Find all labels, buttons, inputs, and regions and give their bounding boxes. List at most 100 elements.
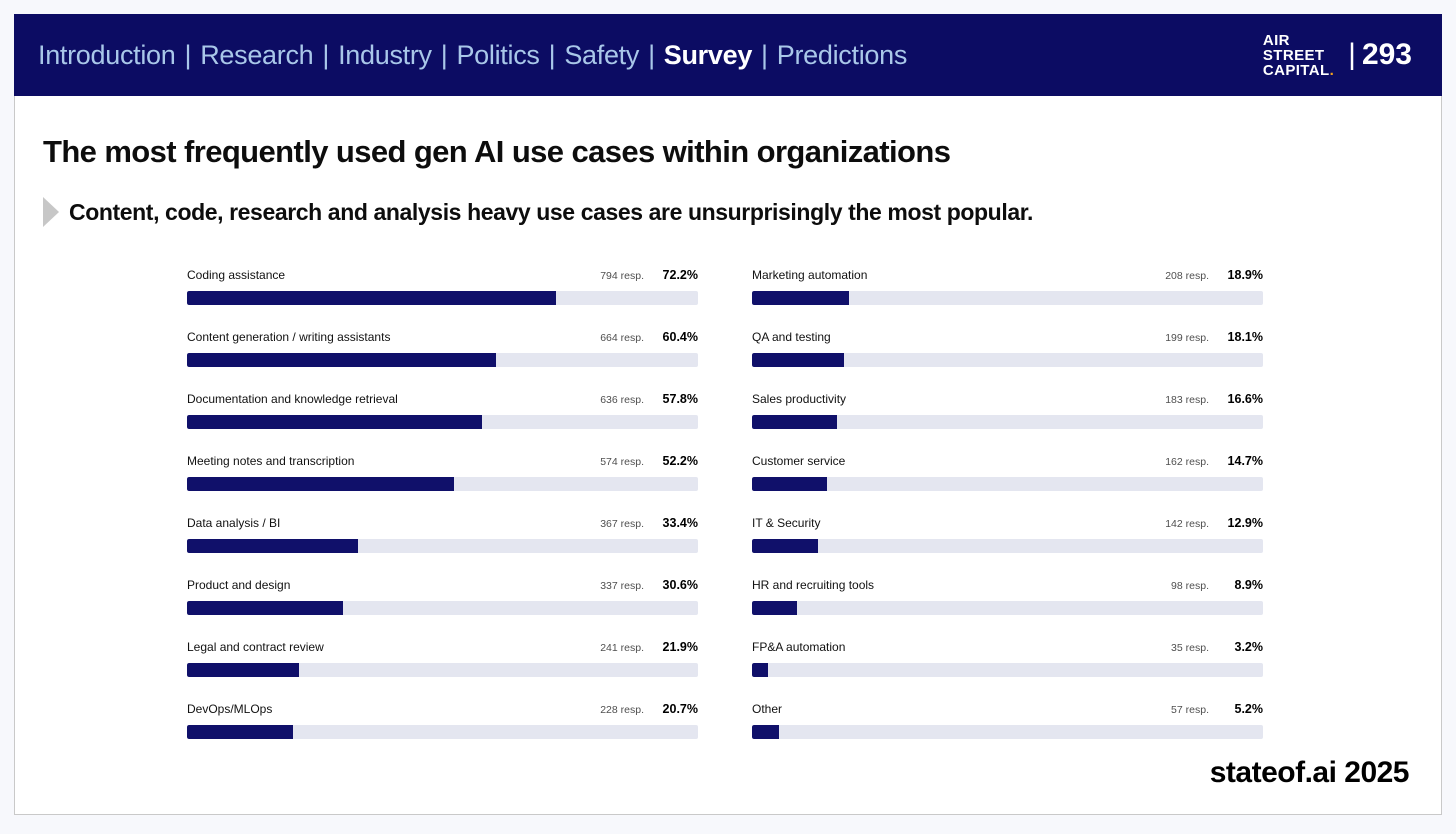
bar-values: 241 resp. 21.9%	[600, 638, 698, 657]
bar-row: Product and design 337 resp. 30.6%	[187, 576, 698, 615]
respondent-count: 142 resp.	[1165, 518, 1209, 530]
bar-percent: 18.1%	[1227, 330, 1263, 344]
bar-values: 98 resp. 8.9%	[1171, 576, 1263, 595]
bar-track	[752, 601, 1263, 615]
bar-values: 574 resp. 52.2%	[600, 452, 698, 471]
bar-row-header: Data analysis / BI 367 resp. 33.4%	[187, 514, 698, 533]
bar-percent: 3.2%	[1234, 640, 1264, 654]
bar-chart: Coding assistance 794 resp. 72.2% Conten…	[187, 266, 1263, 762]
chart-column-2: Marketing automation 208 resp. 18.9% QA …	[752, 266, 1263, 762]
bar-values: 337 resp. 30.6%	[600, 576, 698, 595]
bar-row-header: Content generation / writing assistants …	[187, 328, 698, 347]
bar-values: 183 resp. 16.6%	[1165, 390, 1263, 409]
bar-row-header: IT & Security 142 resp. 12.9%	[752, 514, 1263, 533]
bar-values: 35 resp. 3.2%	[1171, 638, 1263, 657]
bar-row-header: QA and testing 199 resp. 18.1%	[752, 328, 1263, 347]
chart-column-1: Coding assistance 794 resp. 72.2% Conten…	[187, 266, 698, 762]
bar-track	[187, 725, 698, 739]
nav-separator: |	[440, 39, 448, 70]
nav-separator: |	[322, 39, 330, 70]
nav-item-predictions[interactable]: Predictions	[776, 39, 908, 70]
bar-track	[187, 539, 698, 553]
respondent-count: 199 resp.	[1165, 332, 1209, 344]
bar-track	[752, 477, 1263, 491]
bar-values: 664 resp. 60.4%	[600, 328, 698, 347]
bar-percent: 18.9%	[1227, 268, 1263, 282]
bar-row: FP&A automation 35 resp. 3.2%	[752, 638, 1263, 677]
respondent-count: 367 resp.	[600, 518, 644, 530]
bar-label: Legal and contract review	[187, 640, 324, 654]
bar-fill	[752, 477, 828, 491]
respondent-count: 574 resp.	[600, 456, 644, 468]
bar-label: Content generation / writing assistants	[187, 330, 391, 344]
bar-track	[752, 353, 1263, 367]
bar-track	[187, 601, 698, 615]
bar-percent: 72.2%	[662, 268, 698, 282]
bar-values: 199 resp. 18.1%	[1165, 328, 1263, 347]
subtitle: Content, code, research and analysis hea…	[69, 198, 1033, 225]
page-title: The most frequently used gen AI use case…	[43, 134, 951, 169]
nav-separator: |	[548, 39, 556, 70]
bar-fill	[187, 663, 299, 677]
bar-row-header: Customer service 162 resp. 14.7%	[752, 452, 1263, 471]
bar-label: Marketing automation	[752, 268, 868, 282]
bar-label: DevOps/MLOps	[187, 702, 273, 716]
respondent-count: 98 resp.	[1171, 580, 1209, 592]
bar-values: 228 resp. 20.7%	[600, 700, 698, 719]
nav-separator: |	[761, 39, 768, 70]
nav-separator: |	[184, 39, 192, 70]
page-number-pipe: |	[1348, 38, 1356, 71]
nav-item-politics[interactable]: Politics	[456, 39, 540, 70]
bar-row: Marketing automation 208 resp. 18.9%	[752, 266, 1263, 305]
bar-percent: 57.8%	[662, 392, 698, 406]
bar-row-header: FP&A automation 35 resp. 3.2%	[752, 638, 1263, 657]
bar-row: Meeting notes and transcription 574 resp…	[187, 452, 698, 491]
nav-item-safety[interactable]: Safety	[564, 39, 640, 70]
bar-percent: 33.4%	[662, 516, 698, 530]
section-nav: Introduction | Research | Industry | Politics |…	[38, 40, 907, 71]
bar-fill	[187, 477, 454, 491]
bar-row: Documentation and knowledge retrieval 63…	[187, 390, 698, 429]
bar-track	[187, 291, 698, 305]
bar-fill	[187, 601, 344, 615]
nav-item-survey[interactable]: Survey	[663, 39, 753, 70]
bar-percent: 5.2%	[1234, 702, 1264, 716]
bar-row-header: Documentation and knowledge retrieval 63…	[187, 390, 698, 409]
bar-row-header: Marketing automation 208 resp. 18.9%	[752, 266, 1263, 285]
bar-row: Data analysis / BI 367 resp. 33.4%	[187, 514, 698, 553]
bar-fill	[187, 415, 483, 429]
bar-label: Data analysis / BI	[187, 516, 281, 530]
page-number-value: 293	[1361, 38, 1412, 71]
bar-label: QA and testing	[752, 330, 831, 344]
header-bar: Introduction | Research | Industry | Politics |…	[14, 14, 1442, 96]
bar-row-header: Other 57 resp. 5.2%	[752, 700, 1263, 719]
logo-line: AIR	[1262, 31, 1290, 49]
bar-fill	[752, 601, 798, 615]
bar-percent: 30.6%	[662, 578, 698, 592]
bar-row-header: Product and design 337 resp. 30.6%	[187, 576, 698, 595]
respondent-count: 794 resp.	[600, 270, 644, 282]
bar-values: 367 resp. 33.4%	[600, 514, 698, 533]
bar-percent: 60.4%	[662, 330, 698, 344]
bar-label: Coding assistance	[187, 268, 286, 282]
bar-row: IT & Security 142 resp. 12.9%	[752, 514, 1263, 553]
nav-item-industry[interactable]: Industry	[338, 39, 432, 70]
subtitle-row: Content, code, research and analysis hea…	[43, 197, 1413, 227]
nav-item-research[interactable]: Research	[200, 39, 314, 70]
bar-values: 142 resp. 12.9%	[1165, 514, 1263, 533]
bar-track	[187, 663, 698, 677]
page-number: | 293	[1348, 38, 1412, 72]
bar-fill	[752, 415, 837, 429]
bar-row-header: Meeting notes and transcription 574 resp…	[187, 452, 698, 471]
bar-track	[187, 353, 698, 367]
respondent-count: 35 resp.	[1171, 642, 1209, 654]
bar-row-header: HR and recruiting tools 98 resp. 8.9%	[752, 576, 1263, 595]
nav-item-introduction[interactable]: Introduction	[38, 39, 176, 70]
bar-label: Customer service	[752, 454, 846, 468]
bar-fill	[752, 725, 779, 739]
bar-label: Sales productivity	[752, 392, 847, 406]
bar-percent: 14.7%	[1227, 454, 1263, 468]
bar-label: Other	[752, 702, 783, 716]
bar-row: Legal and contract review 241 resp. 21.9…	[187, 638, 698, 677]
bar-row: Sales productivity 183 resp. 16.6%	[752, 390, 1263, 429]
